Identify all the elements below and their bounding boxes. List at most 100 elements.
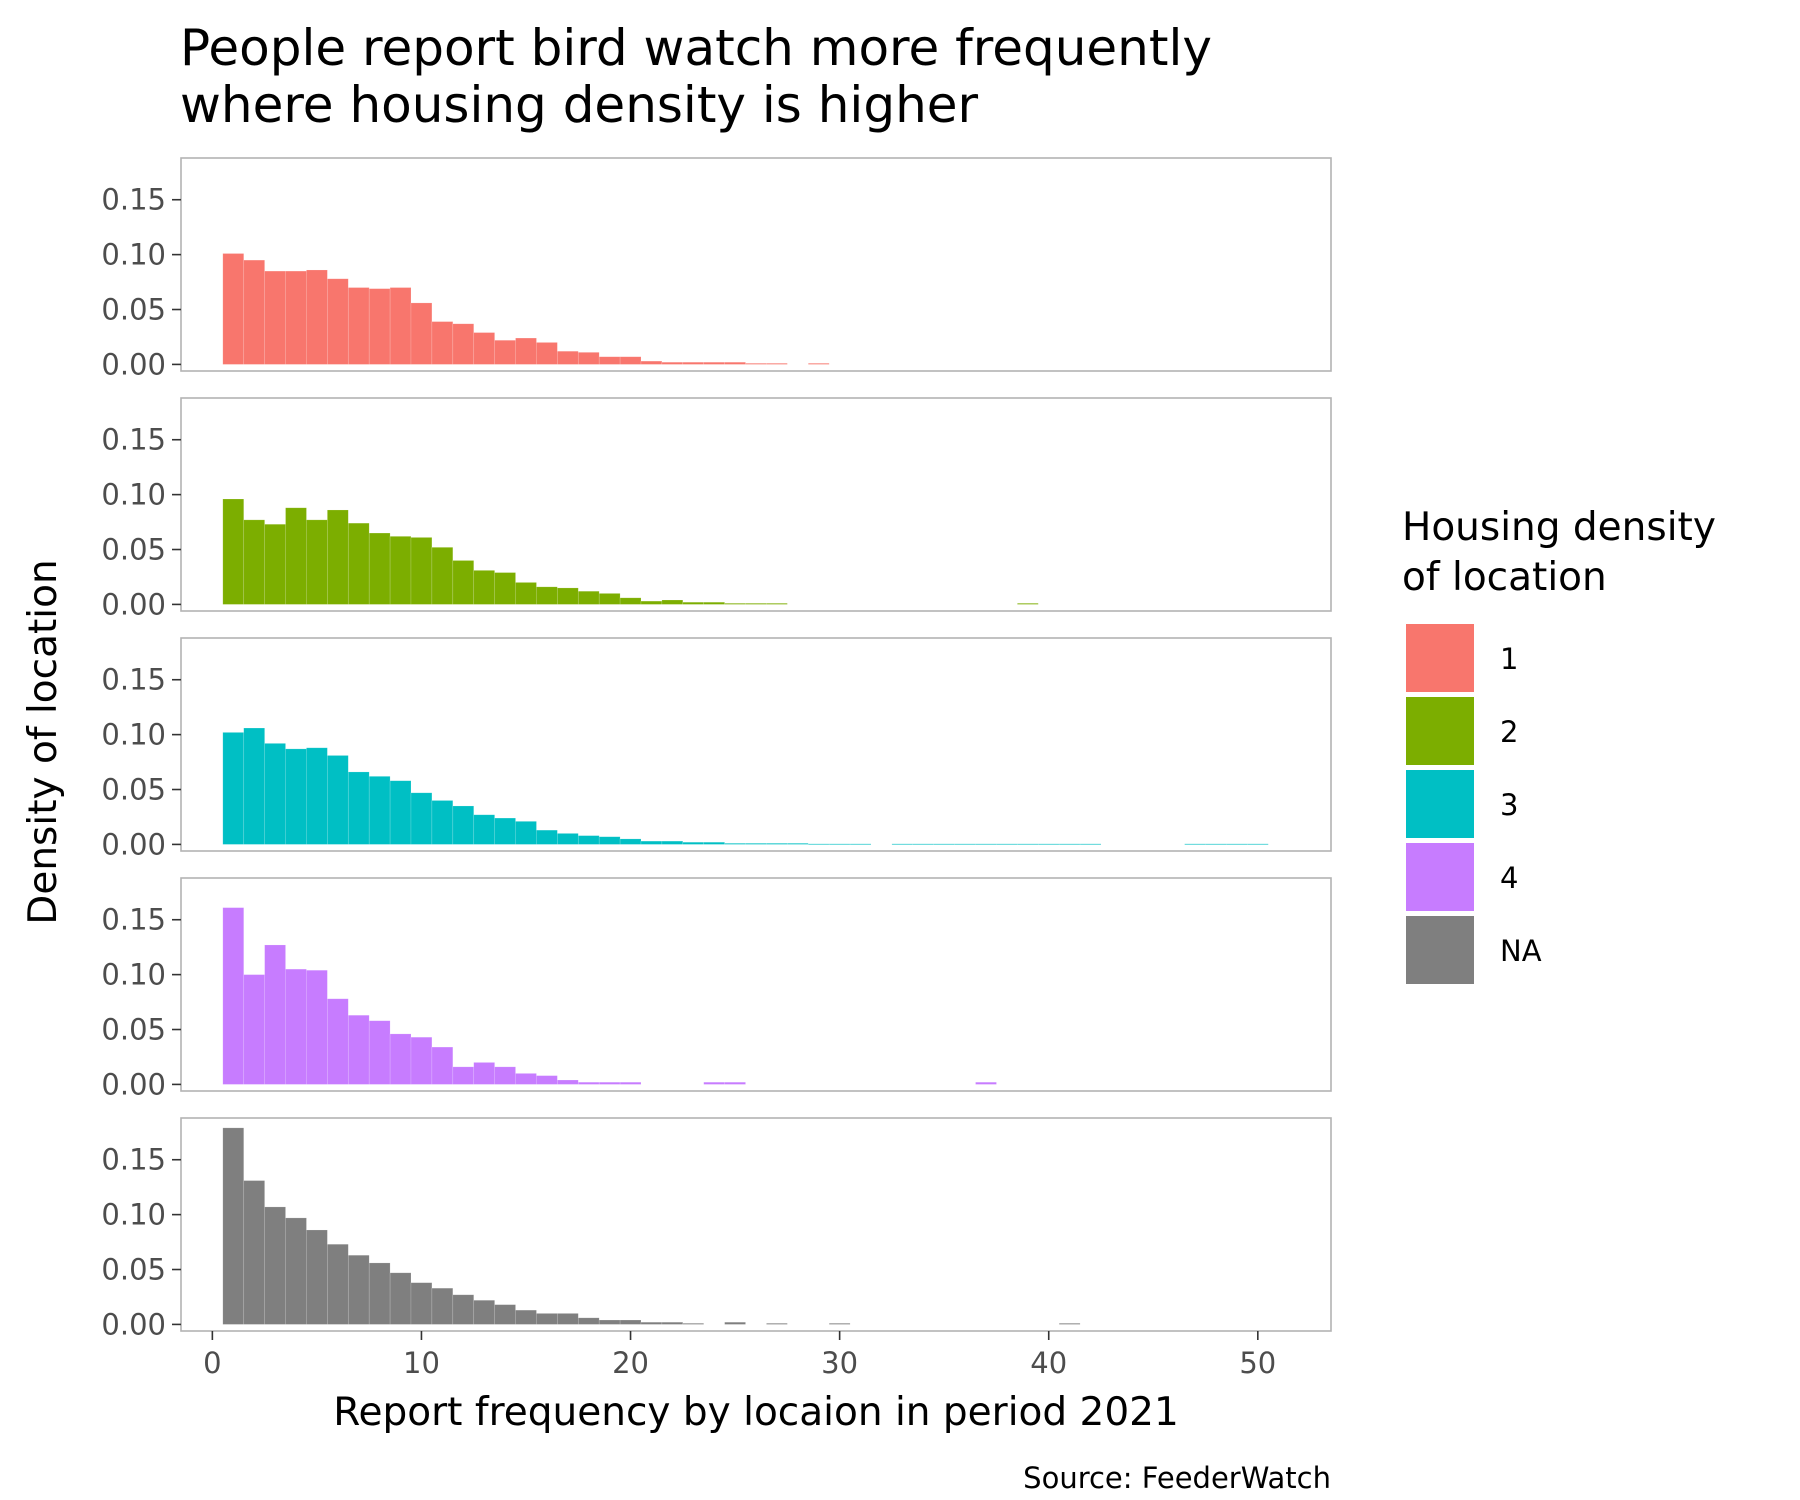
histogram-bar <box>619 597 642 605</box>
histogram-bar <box>682 1323 705 1325</box>
y-tick-label: 0.05 <box>101 773 166 807</box>
histogram-bar <box>975 1081 997 1085</box>
histogram-bar <box>264 944 286 1085</box>
histogram-bar <box>327 755 349 845</box>
histogram-bar <box>996 843 1018 845</box>
histogram-bar <box>745 603 767 605</box>
histogram-bar <box>766 603 788 605</box>
facet-panel-3: 0.00 0.05 0.10 0.15 <box>101 637 1332 861</box>
histogram-bar <box>724 1321 746 1325</box>
histogram-bar <box>745 363 767 365</box>
histogram-bar <box>619 356 642 365</box>
histogram-bar <box>306 747 328 845</box>
histogram-bar <box>243 519 265 605</box>
histogram-bar <box>243 1180 265 1325</box>
histogram-bar <box>1017 843 1039 845</box>
histogram-bar <box>577 1317 600 1325</box>
histogram-bar <box>557 587 579 605</box>
histogram-bar <box>494 817 516 845</box>
y-tick-label: 0.00 <box>101 587 166 621</box>
facet-panel-2: 0.00 0.05 0.10 0.15 <box>101 397 1332 621</box>
legend-title-line-1: Housing density <box>1402 505 1716 550</box>
histogram-bar <box>264 270 286 365</box>
histogram-bar <box>1079 843 1102 845</box>
histogram-bar <box>243 259 265 365</box>
histogram-bar <box>933 843 955 845</box>
legend-label: 2 <box>1500 715 1518 749</box>
histogram-bar <box>954 843 976 845</box>
histogram-bar <box>347 287 370 365</box>
histogram-bar <box>327 998 349 1085</box>
histogram-bar <box>912 843 935 845</box>
histogram-bar <box>452 1294 475 1325</box>
histogram-bar <box>368 1262 391 1325</box>
panel-border <box>180 1117 1332 1332</box>
histogram-bar <box>640 840 663 845</box>
histogram-bar <box>1184 843 1206 845</box>
histogram-bar <box>327 278 349 365</box>
histogram-bar <box>368 288 391 365</box>
legend-title-line-2: of location <box>1402 555 1607 600</box>
histogram-bar <box>598 836 621 845</box>
histogram-bar <box>410 1282 433 1325</box>
histogram-bar <box>703 601 725 605</box>
histogram-bar <box>661 1321 684 1325</box>
legend-label: 3 <box>1500 788 1518 822</box>
y-tick-label: 0.10 <box>101 1198 166 1232</box>
y-tick-label: 0.05 <box>101 1253 166 1287</box>
y-tick-label: 0.05 <box>101 1013 166 1047</box>
histogram-bar <box>452 1066 475 1085</box>
y-tick-label: 0.00 <box>101 1067 166 1101</box>
panel-border <box>180 397 1332 612</box>
histogram-bar <box>285 968 307 1085</box>
legend-label: NA <box>1500 934 1542 968</box>
histogram-bar <box>1037 843 1060 845</box>
y-tick-label: 0.05 <box>101 293 166 327</box>
histogram-bar <box>410 1036 433 1085</box>
legend-key-1 <box>1406 624 1474 692</box>
histogram-bar <box>410 792 433 845</box>
y-tick-label: 0.00 <box>101 347 166 381</box>
histogram-bar <box>640 360 663 365</box>
histogram-bar <box>515 1309 537 1325</box>
histogram-bar <box>766 363 788 365</box>
histogram-bar <box>431 1287 454 1325</box>
y-tick-label: 0.15 <box>101 1143 166 1177</box>
legend-label: 4 <box>1500 861 1518 895</box>
histogram-bar <box>222 498 245 605</box>
histogram-bar <box>389 1272 412 1325</box>
histogram-bar <box>306 519 328 605</box>
facet-panel-1: 0.00 0.05 0.10 0.15 <box>101 157 1332 381</box>
facet-panels: 0.00 0.05 0.10 0.15 0.00 0.05 0.10 0.15 0.00 0.05… <box>101 157 1332 1341</box>
histogram-bar <box>536 1313 558 1325</box>
histogram-bar <box>431 800 454 845</box>
x-tick-label: 50 <box>1239 1346 1276 1380</box>
histogram-bar <box>577 352 600 365</box>
histogram-bar <box>724 361 746 365</box>
histogram-bar <box>703 361 725 365</box>
x-tick-label: 40 <box>1030 1346 1067 1380</box>
x-axis: 0 10 20 30 40 50 <box>203 1331 1276 1380</box>
histogram-bar <box>368 1020 391 1085</box>
y-tick-label: 0.00 <box>101 827 166 861</box>
histogram-bar <box>285 507 307 605</box>
y-tick-label: 0.00 <box>101 1307 166 1341</box>
histogram-bar <box>347 771 370 845</box>
histogram-bar <box>515 821 537 845</box>
histogram-bar <box>243 727 265 845</box>
histogram-bar <box>766 1323 788 1325</box>
histogram-bar <box>431 321 454 365</box>
histogram-bar <box>285 1217 307 1325</box>
histogram-bar <box>557 350 579 365</box>
histogram-bar <box>515 1073 537 1085</box>
histogram-bar <box>494 572 516 605</box>
histogram-bar <box>473 570 495 605</box>
histogram-bar <box>536 829 558 845</box>
y-tick-label: 0.05 <box>101 533 166 567</box>
histogram-bar <box>368 532 391 605</box>
legend-key-NA <box>1406 916 1474 984</box>
histogram-bar <box>598 1081 621 1085</box>
histogram-bar <box>285 270 307 365</box>
histogram-bar <box>1058 1323 1081 1325</box>
panel-border <box>180 637 1332 852</box>
